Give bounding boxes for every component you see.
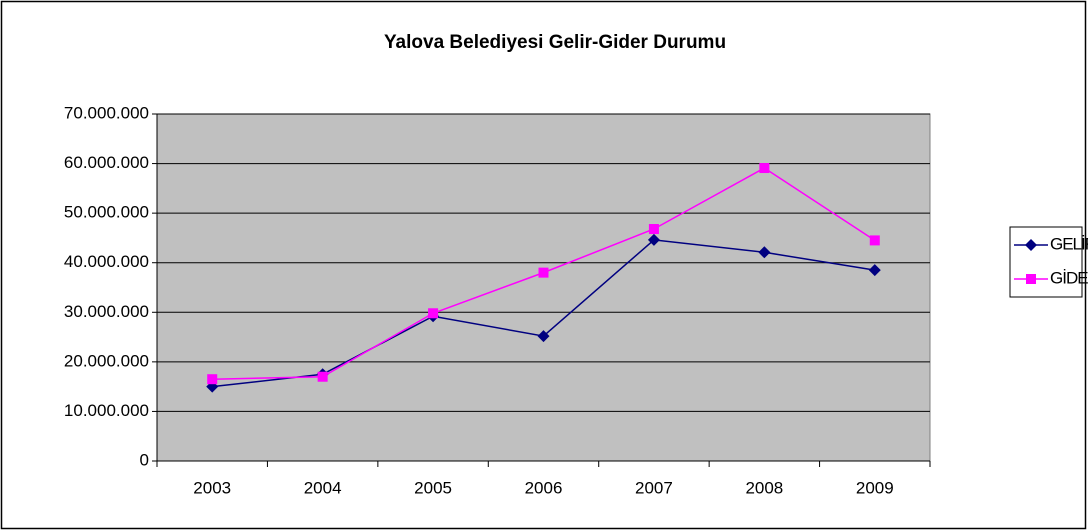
x-tick-label: 2003: [193, 478, 231, 497]
data-point: [428, 308, 439, 319]
y-tick-label: 60.000.000: [64, 153, 149, 172]
x-tick-label: 2007: [635, 478, 673, 497]
y-tick-label: 40.000.000: [64, 252, 149, 271]
y-tick-label: 20.000.000: [64, 351, 149, 370]
data-point: [317, 371, 328, 382]
chart-title: Yalova Belediyesi Gelir-Gider Durumu: [384, 32, 726, 53]
legend-label: GELİR: [1050, 234, 1088, 253]
data-point: [869, 235, 880, 246]
data-point: [648, 224, 659, 235]
y-tick-label: 70.000.000: [64, 103, 149, 122]
plot-area: [156, 113, 931, 462]
y-tick-label: 30.000.000: [64, 302, 149, 321]
y-tick-label: 0: [140, 450, 149, 469]
legend-box: [1009, 226, 1083, 298]
x-tick-label: 2008: [745, 478, 783, 497]
data-point: [868, 264, 881, 277]
x-tick-label: 2005: [414, 478, 452, 497]
legend-label: GİDER: [1050, 268, 1088, 287]
data-point: [758, 246, 771, 259]
data-point: [538, 267, 549, 278]
y-tick-label: 10.000.000: [64, 401, 149, 420]
data-point: [759, 163, 770, 174]
data-point: [537, 330, 550, 343]
x-tick-label: 2004: [304, 478, 342, 497]
x-tick-label: 2009: [856, 478, 894, 497]
data-point: [647, 233, 660, 246]
y-tick-label: 50.000.000: [64, 203, 149, 222]
legend-marker: [1025, 239, 1037, 251]
legend-marker: [1026, 274, 1036, 284]
data-point: [207, 374, 218, 385]
x-tick-label: 2006: [525, 478, 563, 497]
